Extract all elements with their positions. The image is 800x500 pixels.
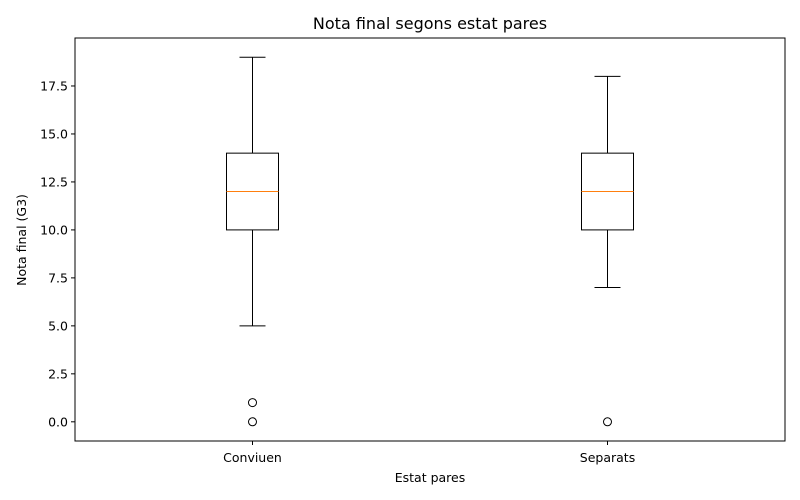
chart-title: Nota final segons estat pares xyxy=(313,14,547,33)
y-tick-label: 2.5 xyxy=(48,366,68,381)
y-axis-label: Nota final (G3) xyxy=(14,194,29,286)
outlier-point xyxy=(248,398,257,408)
y-tick-label: 5.0 xyxy=(48,318,68,333)
y-tick-label: 10.0 xyxy=(40,222,68,237)
y-tick-label: 12.5 xyxy=(40,174,68,189)
outlier-point xyxy=(603,417,612,427)
x-axis-label: Estat pares xyxy=(395,470,466,485)
y-tick-label: 15.0 xyxy=(40,126,68,141)
x-tick-label: Conviuen xyxy=(223,450,282,465)
outlier-point xyxy=(248,417,257,427)
plot-area: 0.0 2.5 5.0 7.5 10.0 12.5 15.0 17.5 Conviuen Sepa… xyxy=(40,37,786,465)
y-tick-label: 7.5 xyxy=(48,270,68,285)
x-tick-label: Separats xyxy=(580,450,635,465)
y-tick-label: 0.0 xyxy=(48,414,68,429)
y-tick-label: 17.5 xyxy=(40,78,68,93)
plot-frame xyxy=(74,37,786,442)
